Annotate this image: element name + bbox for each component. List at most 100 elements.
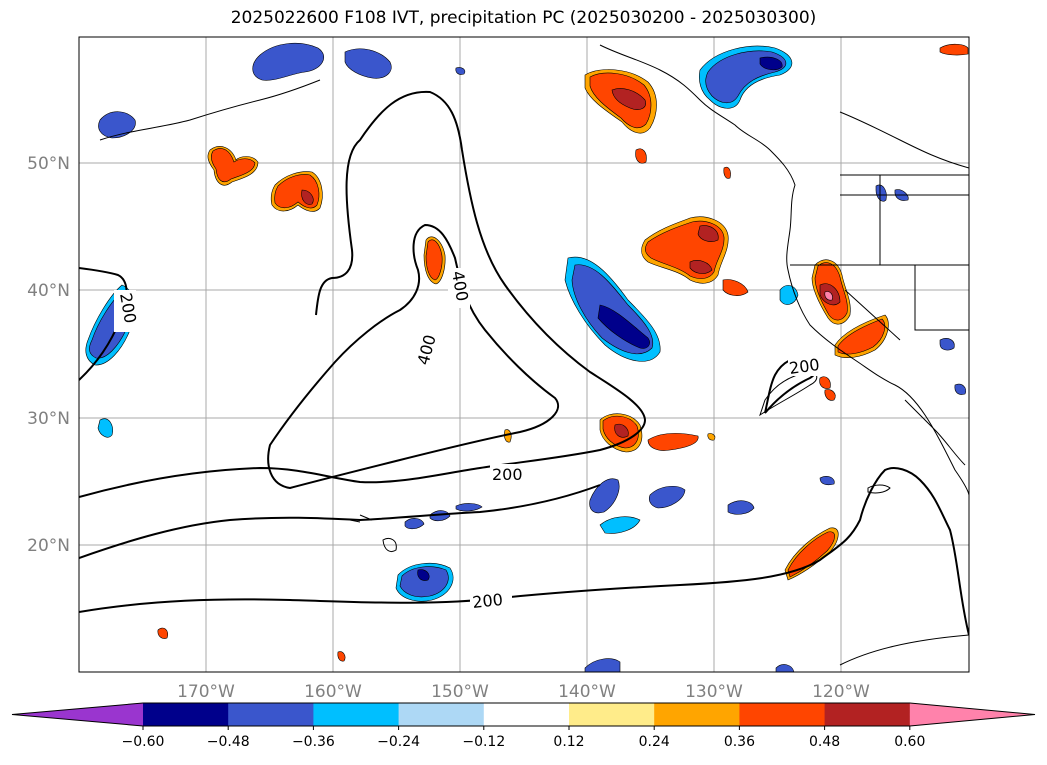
- colorbar-tick-label: −0.12: [462, 734, 505, 750]
- anomaly-blob: [599, 516, 641, 534]
- contour-200-far-south: [79, 467, 969, 636]
- anomaly-blob: [455, 67, 466, 75]
- state-borders: [790, 174, 969, 341]
- lat-label-20n: 20°N: [27, 536, 70, 556]
- anomaly-blob: [455, 503, 483, 512]
- colorbar-tick-label: −0.60: [122, 734, 165, 750]
- anomaly-blob: [635, 148, 647, 164]
- contour-label-200b: 200: [471, 590, 503, 612]
- anomaly-blob: [824, 291, 833, 301]
- colorbar-bin: [739, 703, 826, 726]
- anomaly-blob: [301, 189, 314, 205]
- colorbar-tick-label: 0.36: [724, 734, 755, 750]
- anomaly-blob: [399, 566, 449, 598]
- anomaly-blob: [875, 184, 887, 202]
- anomaly-blob: [597, 304, 650, 349]
- colorbar-bin: [654, 703, 740, 726]
- anomaly-blob: [647, 433, 699, 451]
- lon-label-150w: 150°W: [431, 682, 489, 702]
- lat-label-30n: 30°N: [27, 409, 70, 429]
- map-frame: [79, 37, 969, 672]
- coastlines: [99, 44, 969, 666]
- colorbar-tick-label: −0.24: [377, 734, 420, 750]
- positive-anomalies: [157, 43, 969, 662]
- contour-label-bg: [490, 464, 532, 484]
- colorbar-under-extension: [12, 703, 143, 726]
- anomaly-blob: [689, 260, 713, 274]
- contour-200-main: [79, 90, 647, 498]
- contour-label-bg: [470, 590, 512, 610]
- anomaly-blob: [614, 423, 629, 438]
- contour-label-bg: [114, 290, 136, 332]
- anomaly-blob: [759, 56, 783, 71]
- lat-label-50n: 50°N: [27, 154, 70, 174]
- anomaly-blob: [954, 383, 967, 395]
- anomaly-blob: [425, 239, 443, 281]
- anomaly-blob: [819, 476, 835, 486]
- colorbar-tick-label: 0.60: [894, 734, 925, 750]
- colorbar-tick-label: −0.36: [292, 734, 335, 750]
- colorbar-bin: [569, 703, 655, 726]
- mexico-coast: [904, 399, 966, 466]
- island-outline: [867, 484, 891, 494]
- anomaly-blob: [252, 43, 324, 81]
- anomaly-blob: [824, 389, 836, 401]
- anomaly-blob: [417, 569, 430, 581]
- anomaly-blob: [697, 225, 719, 242]
- lat-labels: 50°N 40°N 30°N 20°N: [27, 154, 70, 556]
- colorbar: −0.60 −0.48 −0.36 −0.24 −0.12 0.12 0.24 0.36 0.4…: [11, 702, 1036, 750]
- contour-400: [267, 223, 560, 490]
- na-coast: [599, 44, 969, 496]
- colorbar-bin: [313, 703, 400, 726]
- lon-label-140w: 140°W: [558, 682, 616, 702]
- lon-label-170w: 170°W: [177, 682, 235, 702]
- anomaly-blob: [939, 338, 955, 351]
- colorbar-bin: [228, 703, 314, 726]
- colorbar-bin: [143, 703, 229, 726]
- anomaly-blob: [707, 433, 716, 441]
- anomaly-blob: [787, 531, 835, 578]
- contour-label-200c: 200: [788, 355, 821, 378]
- anomaly-blob: [584, 658, 621, 672]
- anomaly-blob: [837, 318, 885, 355]
- anomaly-blob: [337, 651, 346, 662]
- anomaly-blob: [97, 418, 113, 438]
- contour-label-bg: [410, 325, 434, 367]
- anomaly-blob: [775, 664, 795, 672]
- contour-200-south: [79, 484, 601, 559]
- contour-label-bg: [788, 356, 830, 376]
- colorbar-over-extension: [909, 703, 1035, 726]
- anomaly-blob: [611, 88, 646, 110]
- contour-label-bg: [448, 268, 470, 308]
- anomaly-blob: [344, 48, 392, 79]
- anomaly-blob: [727, 500, 755, 515]
- lon-label-120w: 120°W: [812, 682, 870, 702]
- colorbar-tick-label: −0.48: [207, 734, 250, 750]
- lat-label-40n: 40°N: [27, 281, 70, 301]
- colorbar-tick-label: 0.24: [639, 734, 670, 750]
- colorbar-bin: [398, 703, 485, 726]
- colorbar-bin: [824, 703, 911, 726]
- map-border: [78, 36, 970, 673]
- chart-title: 2025022600 F108 IVT, precipitation PC (2…: [230, 8, 817, 28]
- anomaly-blob: [589, 478, 620, 514]
- anomaly-blob: [939, 43, 969, 56]
- anomaly-blob: [648, 486, 686, 509]
- anomaly-blob: [722, 279, 749, 296]
- colorbar-tick-label: 0.12: [553, 734, 584, 750]
- anomaly-blob: [211, 148, 256, 183]
- map-content: 400 400 200 200 200 200: [79, 37, 969, 672]
- colorbar-bin: [483, 703, 570, 726]
- central-america-coast: [839, 634, 969, 666]
- lon-label-160w: 160°W: [304, 682, 362, 702]
- anomaly-blob: [429, 510, 451, 522]
- lon-labels: 170°W 160°W 150°W 140°W 130°W 120°W: [177, 682, 870, 702]
- lon-label-130w: 130°W: [685, 682, 743, 702]
- canada-us-border: [839, 111, 969, 169]
- contour-label-200a: 200: [492, 465, 523, 484]
- aleutian-chain: [99, 79, 321, 141]
- anomaly-blob: [723, 166, 731, 179]
- anomaly-blob: [157, 627, 168, 639]
- colorbar-tick-label: 0.48: [809, 734, 840, 750]
